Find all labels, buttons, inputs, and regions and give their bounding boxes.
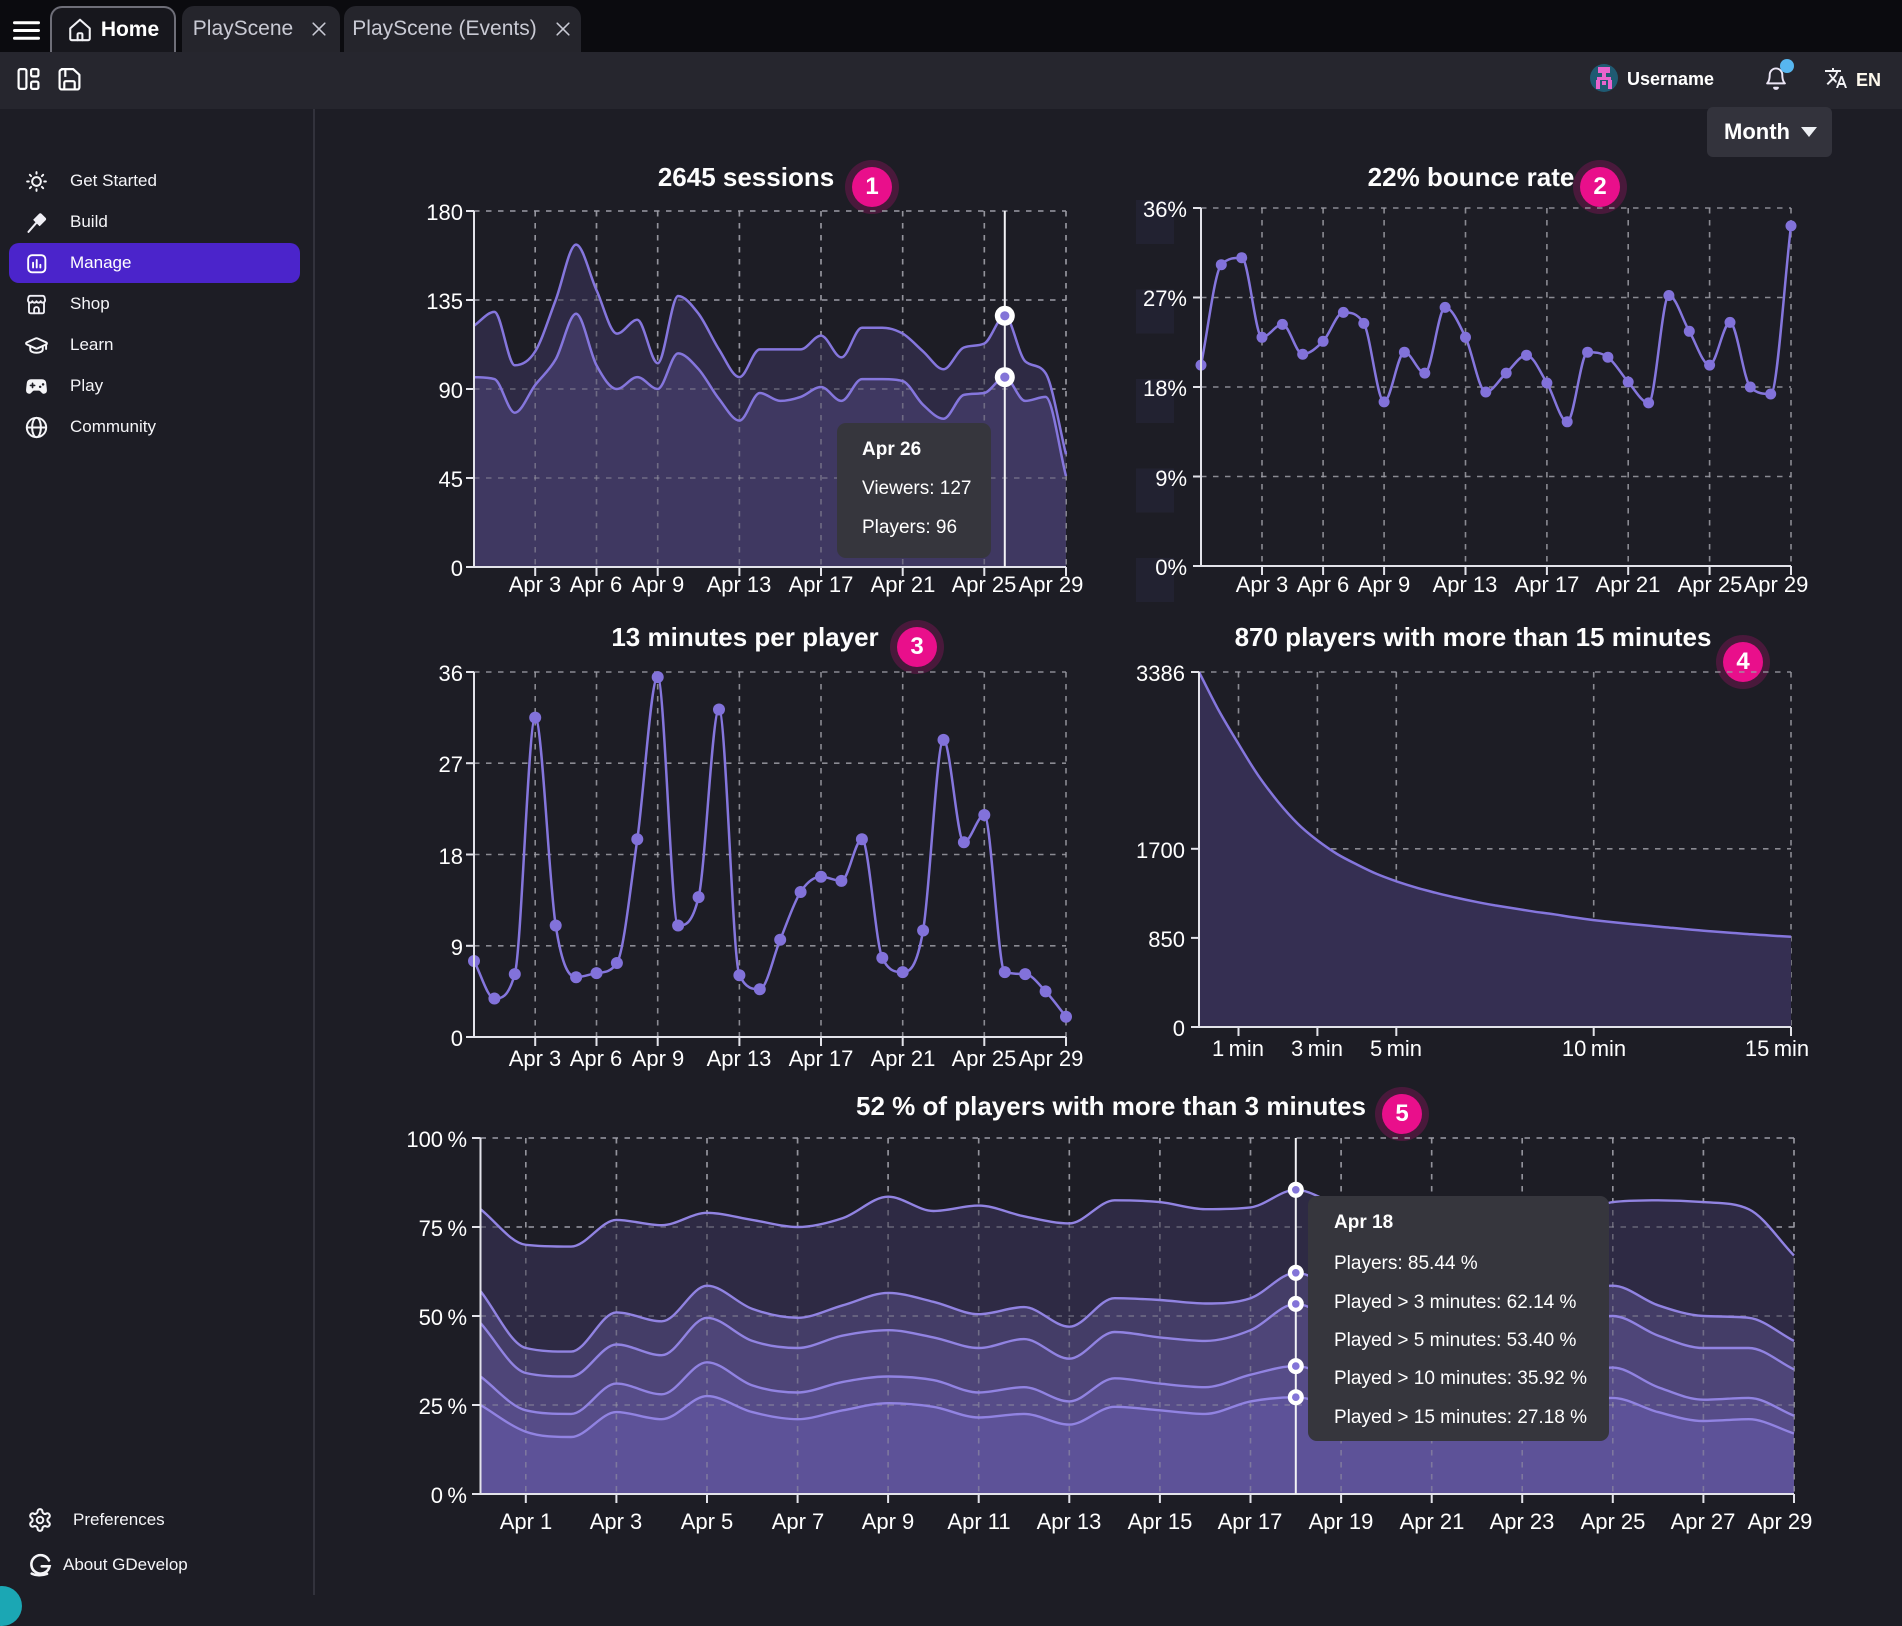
svg-text:90: 90 (439, 378, 463, 403)
svg-text:Apr 17: Apr 17 (1515, 572, 1580, 597)
svg-text:Apr 29: Apr 29 (1744, 572, 1809, 597)
svg-text:50 %: 50 % (419, 1305, 467, 1330)
svg-text:Apr 15: Apr 15 (1128, 1509, 1193, 1534)
svg-text:10 min: 10 min (1562, 1036, 1626, 1061)
svg-text:Apr 19: Apr 19 (1309, 1509, 1374, 1534)
svg-text:Apr 3: Apr 3 (509, 572, 562, 597)
svg-text:Apr 11: Apr 11 (947, 1509, 1010, 1534)
svg-text:Apr 25: Apr 25 (1678, 572, 1743, 597)
svg-text:Apr 9: Apr 9 (632, 572, 685, 597)
svg-text:0 %: 0 % (431, 1483, 467, 1508)
svg-text:Apr 17: Apr 17 (789, 572, 854, 597)
svg-text:27: 27 (439, 752, 463, 777)
svg-text:15 min: 15 min (1745, 1036, 1809, 1061)
svg-text:Apr 29: Apr 29 (1748, 1509, 1813, 1534)
svg-text:Apr 1: Apr 1 (500, 1509, 553, 1534)
svg-text:Apr 23: Apr 23 (1490, 1509, 1555, 1534)
svg-text:3386: 3386 (1136, 661, 1185, 686)
svg-text:Apr 6: Apr 6 (1297, 572, 1350, 597)
svg-text:Apr 9: Apr 9 (862, 1509, 915, 1534)
svg-text:27%: 27% (1143, 286, 1187, 311)
svg-text:5 min: 5 min (1370, 1036, 1422, 1061)
svg-text:25 %: 25 % (419, 1394, 467, 1419)
svg-text:Apr 13: Apr 13 (707, 1046, 772, 1071)
svg-text:Apr 27: Apr 27 (1671, 1509, 1736, 1534)
svg-text:Apr 21: Apr 21 (1596, 572, 1661, 597)
svg-text:75 %: 75 % (419, 1216, 467, 1241)
svg-text:Apr 6: Apr 6 (570, 572, 623, 597)
svg-text:Apr 21: Apr 21 (871, 572, 936, 597)
svg-text:0: 0 (451, 556, 463, 581)
svg-text:Apr 29: Apr 29 (1019, 572, 1084, 597)
svg-text:9%: 9% (1155, 466, 1187, 491)
svg-text:1700: 1700 (1136, 838, 1185, 863)
svg-text:Apr 21: Apr 21 (871, 1046, 936, 1071)
svg-text:Apr 9: Apr 9 (1358, 572, 1411, 597)
svg-text:0%: 0% (1155, 555, 1187, 580)
svg-text:0: 0 (1173, 1016, 1185, 1041)
svg-text:100 %: 100 % (406, 1127, 467, 1152)
svg-text:9: 9 (451, 935, 463, 960)
svg-text:18%: 18% (1143, 376, 1187, 401)
svg-text:36%: 36% (1143, 197, 1187, 222)
svg-text:Apr 5: Apr 5 (681, 1509, 734, 1534)
svg-text:Apr 3: Apr 3 (1236, 572, 1289, 597)
svg-text:Apr 17: Apr 17 (1218, 1509, 1283, 1534)
svg-text:Apr 25: Apr 25 (952, 1046, 1017, 1071)
svg-text:Apr 9: Apr 9 (632, 1046, 685, 1071)
svg-text:1 min: 1 min (1212, 1036, 1264, 1061)
svg-text:850: 850 (1148, 927, 1185, 952)
svg-text:Apr 25: Apr 25 (1581, 1509, 1646, 1534)
svg-text:Apr 3: Apr 3 (509, 1046, 562, 1071)
svg-text:3 min: 3 min (1291, 1036, 1343, 1061)
svg-text:0: 0 (451, 1026, 463, 1051)
svg-text:18: 18 (439, 844, 463, 869)
svg-text:Apr 17: Apr 17 (789, 1046, 854, 1071)
svg-text:Apr 7: Apr 7 (772, 1509, 825, 1534)
svg-text:Apr 13: Apr 13 (1433, 572, 1498, 597)
svg-text:Apr 29: Apr 29 (1019, 1046, 1084, 1071)
svg-text:Apr 6: Apr 6 (570, 1046, 623, 1071)
svg-text:Apr 13: Apr 13 (707, 572, 772, 597)
svg-text:180: 180 (426, 200, 463, 225)
svg-text:135: 135 (426, 289, 463, 314)
svg-text:Apr 25: Apr 25 (952, 572, 1017, 597)
svg-text:45: 45 (439, 467, 463, 492)
svg-text:Apr 21: Apr 21 (1400, 1509, 1465, 1534)
svg-text:Apr 13: Apr 13 (1037, 1509, 1102, 1534)
svg-text:36: 36 (439, 661, 463, 686)
svg-text:Apr 3: Apr 3 (590, 1509, 643, 1534)
